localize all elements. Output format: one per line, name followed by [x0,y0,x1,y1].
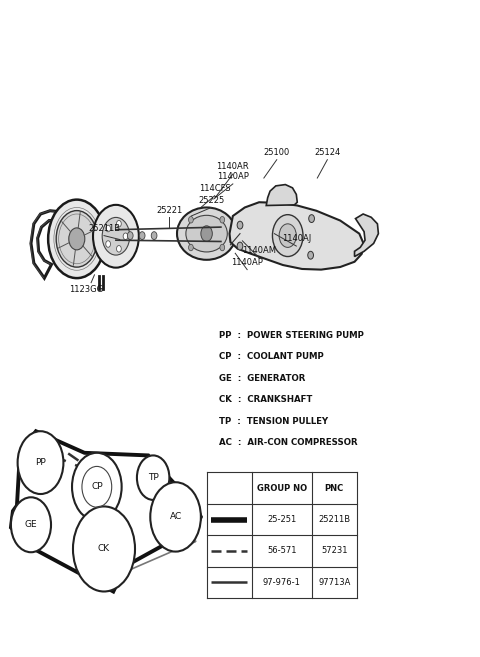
Text: AC: AC [169,512,182,522]
Ellipse shape [177,208,236,260]
Circle shape [127,232,133,240]
Circle shape [56,211,97,267]
Text: 25221: 25221 [156,206,182,215]
Text: 1140AM: 1140AM [242,246,276,255]
Polygon shape [229,202,364,269]
Text: 97-976-1: 97-976-1 [263,578,300,587]
Text: CK: CK [98,545,110,553]
Circle shape [69,228,85,250]
Text: 1140AR: 1140AR [216,162,249,171]
Circle shape [117,246,121,252]
Circle shape [106,225,110,232]
Circle shape [189,244,193,251]
Circle shape [106,240,110,247]
Circle shape [220,244,225,251]
Circle shape [308,251,313,259]
Text: TP  :  TENSION PULLEY: TP : TENSION PULLEY [218,417,328,426]
Circle shape [73,507,135,591]
Circle shape [18,431,63,494]
Circle shape [102,217,130,255]
Circle shape [151,232,157,240]
Text: CP  :  COOLANT PUMP: CP : COOLANT PUMP [218,352,323,361]
Circle shape [220,217,225,223]
Circle shape [93,205,139,267]
Text: 1140AP: 1140AP [217,172,249,181]
Circle shape [237,221,243,229]
Circle shape [48,200,106,278]
Text: CP: CP [91,482,103,491]
Circle shape [279,224,296,248]
Text: 25211B: 25211B [318,515,350,524]
Circle shape [11,497,51,553]
Ellipse shape [186,215,228,252]
Text: 25225: 25225 [198,196,225,205]
Circle shape [237,242,243,250]
Text: GE: GE [24,520,37,530]
Text: PP: PP [35,458,46,467]
Polygon shape [355,214,378,256]
Text: 57231: 57231 [321,547,348,555]
Text: GE  :  GENERATOR: GE : GENERATOR [218,374,305,383]
Text: 25100: 25100 [264,148,290,157]
Text: 25211B: 25211B [88,224,120,233]
Text: CK  :  CRANKSHAFT: CK : CRANKSHAFT [218,396,312,404]
Circle shape [72,453,121,521]
Circle shape [123,233,128,240]
Text: 1140AJ: 1140AJ [282,235,311,244]
Text: 56-571: 56-571 [267,547,297,555]
Circle shape [150,482,201,552]
Circle shape [139,232,145,240]
Text: TP: TP [148,473,158,482]
Text: 97713A: 97713A [318,578,350,587]
Circle shape [117,221,121,227]
Text: AC  :  AIR-CON COMPRESSOR: AC : AIR-CON COMPRESSOR [218,438,357,447]
Text: 1123GG: 1123GG [69,284,103,294]
Text: 25124: 25124 [314,148,340,157]
Circle shape [137,455,169,500]
Polygon shape [266,185,297,206]
Circle shape [201,226,212,242]
Circle shape [309,215,314,223]
Text: 1140AP: 1140AP [231,258,263,267]
Text: 114CFS: 114CFS [199,184,230,193]
Text: GROUP NO: GROUP NO [257,484,307,493]
Circle shape [189,217,193,223]
Circle shape [273,215,303,256]
Text: PP  :  POWER STEERING PUMP: PP : POWER STEERING PUMP [218,330,363,340]
Text: PNC: PNC [324,484,344,493]
Text: 25-251: 25-251 [267,515,296,524]
